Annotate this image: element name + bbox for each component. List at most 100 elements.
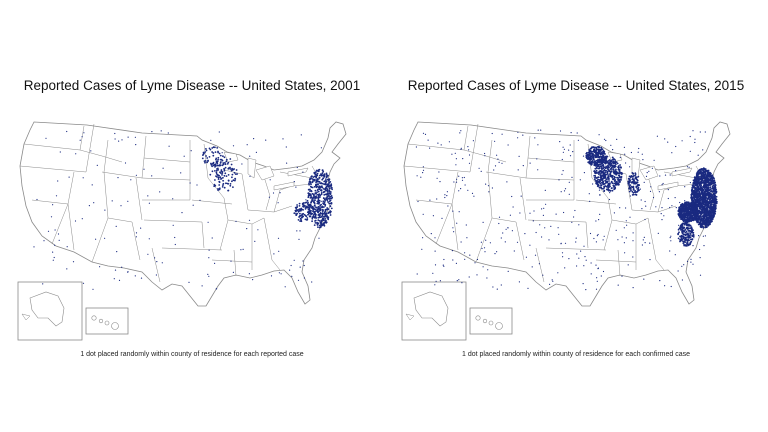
case-dot — [217, 169, 220, 171]
case-dot — [571, 176, 573, 178]
case-dot — [320, 147, 322, 149]
case-dot — [574, 209, 576, 212]
case-dot — [611, 189, 614, 192]
case-dot — [120, 205, 122, 207]
case-dot — [681, 238, 684, 241]
case-dot — [625, 162, 627, 164]
case-dot — [593, 170, 596, 173]
case-dot — [542, 214, 544, 216]
state-border — [91, 217, 109, 263]
case-dot — [689, 224, 692, 227]
case-dot — [306, 217, 309, 219]
case-dot — [90, 150, 92, 152]
case-dot — [632, 172, 635, 175]
case-dot — [599, 161, 601, 164]
case-dot — [458, 211, 460, 213]
case-dot — [602, 180, 605, 183]
case-dot — [232, 145, 235, 147]
case-dot — [316, 221, 319, 224]
hawaii-island — [488, 320, 494, 326]
great-lake — [287, 167, 309, 177]
state-border — [545, 247, 607, 251]
case-dot — [615, 170, 617, 172]
case-dot — [279, 192, 281, 194]
case-dot — [610, 180, 613, 183]
case-dot — [598, 219, 600, 221]
case-dot — [460, 130, 462, 132]
case-dot — [614, 183, 617, 186]
case-dot — [509, 214, 511, 216]
case-dot — [257, 229, 259, 231]
case-dot — [579, 179, 581, 181]
case-dot — [511, 230, 513, 232]
case-dot — [694, 200, 697, 203]
case-dot — [601, 175, 603, 178]
case-dot — [520, 195, 522, 197]
case-dot — [293, 212, 296, 215]
case-dot — [624, 153, 626, 155]
case-dot — [708, 215, 710, 218]
case-dot — [613, 175, 616, 178]
case-dot — [181, 212, 183, 214]
case-dot — [680, 225, 683, 228]
case-dot — [695, 177, 698, 180]
case-dot — [615, 168, 617, 171]
case-dot — [706, 208, 709, 211]
case-dot — [269, 179, 271, 181]
case-dot — [53, 256, 55, 259]
state-border — [487, 139, 493, 173]
case-dot — [507, 227, 509, 229]
case-dot — [689, 182, 691, 184]
case-dot — [591, 160, 594, 162]
case-dot — [206, 157, 209, 159]
case-dot — [322, 188, 325, 190]
case-dot — [272, 192, 275, 194]
case-dot — [484, 251, 486, 253]
case-dot — [72, 261, 75, 263]
case-dot — [489, 242, 491, 244]
case-dot — [328, 200, 331, 203]
case-dot — [605, 139, 607, 142]
case-dot — [82, 177, 84, 179]
case-dot — [692, 235, 695, 238]
state-border — [19, 165, 87, 173]
case-dot — [201, 285, 203, 287]
case-dot — [124, 162, 127, 164]
case-dot — [466, 237, 468, 239]
case-dot — [713, 206, 716, 209]
case-dot — [229, 158, 232, 160]
case-dot — [573, 216, 575, 218]
case-dot — [434, 264, 437, 266]
case-dot — [693, 217, 695, 220]
state-border — [647, 217, 665, 271]
case-dot — [693, 181, 696, 184]
case-dot — [550, 225, 552, 227]
case-dot — [617, 178, 619, 181]
case-dot — [707, 221, 709, 224]
case-dot — [167, 132, 169, 134]
alaska-inset-box — [17, 281, 83, 341]
case-dot — [712, 198, 715, 201]
case-dot — [702, 186, 705, 189]
case-dot — [596, 280, 598, 282]
case-dot — [424, 133, 427, 135]
case-dot — [307, 196, 310, 199]
case-dot — [160, 130, 162, 132]
case-dot — [140, 277, 143, 279]
case-dot — [295, 208, 298, 210]
case-dot — [559, 141, 561, 143]
case-dot — [241, 163, 243, 165]
case-dot — [117, 177, 119, 179]
case-dot — [709, 173, 712, 175]
case-dot — [638, 184, 640, 187]
case-dot — [692, 230, 694, 232]
case-dot — [712, 190, 715, 192]
case-dot — [596, 179, 598, 181]
case-dot — [307, 205, 310, 207]
case-dot — [599, 166, 601, 168]
case-dot — [330, 210, 332, 213]
case-dot — [613, 180, 616, 182]
case-dot — [217, 156, 220, 159]
case-dot — [285, 146, 287, 148]
case-dot — [324, 209, 327, 211]
